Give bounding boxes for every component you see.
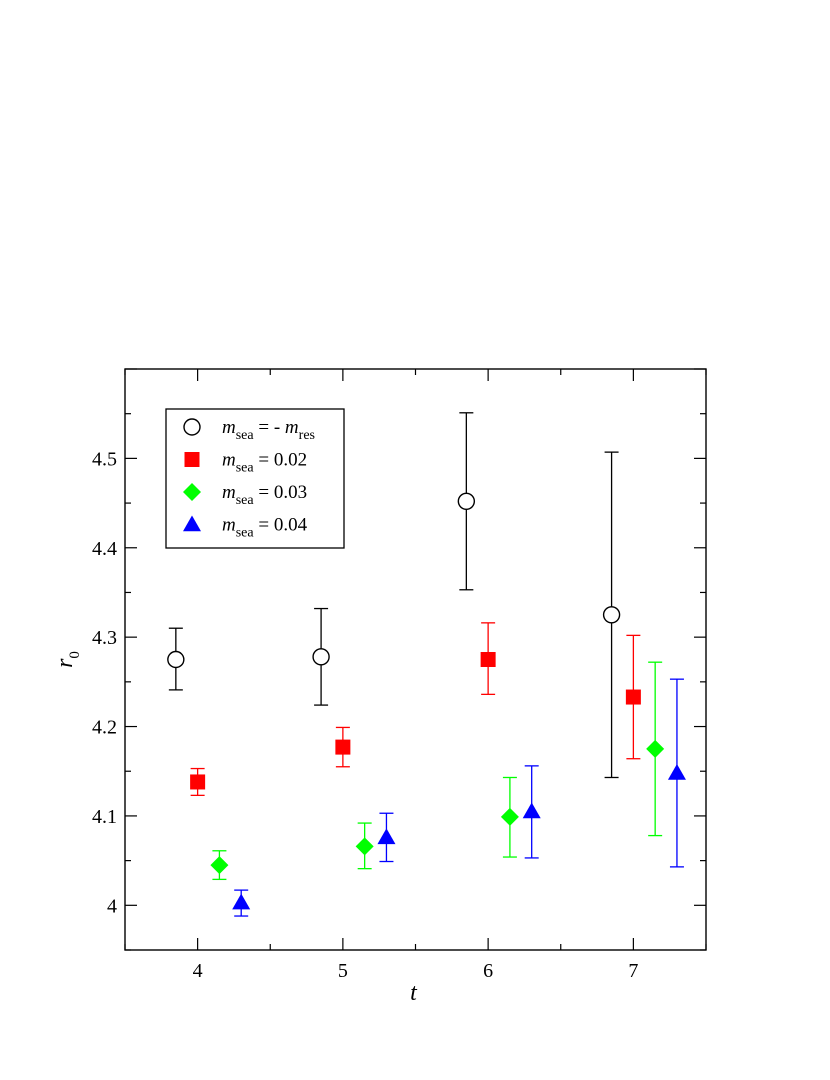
y-axis-title-main: r [52,658,78,668]
data-point [602,606,621,624]
legend-entry: msea = 0.03 [222,482,307,508]
data-point [500,807,519,826]
data-point [190,774,206,790]
y-tick-label: 4 [107,895,117,917]
legend-entry: msea = 0.02 [222,450,307,476]
legend-subscript: sea [236,493,255,508]
x-tick-label: 6 [483,960,493,982]
data-point [480,652,496,667]
y-tick-label: 4.1 [92,806,117,828]
marker-bg [458,493,475,510]
series-1 [167,412,621,779]
x-tick-label: 5 [338,960,348,982]
legend-text-part: = 0.03 [254,482,307,503]
legend-entry: msea = 0.04 [222,515,308,541]
legend-subscript: sea [236,526,255,541]
series-3 [210,661,665,881]
series-group [167,412,686,917]
legend-subscript: res [299,428,315,443]
data-point [355,837,374,856]
legend-marker [183,483,201,501]
data-point [522,802,541,819]
legend-text-part: = 0.02 [254,450,307,471]
legend-text-part: m [285,417,299,438]
legend-subscript: sea [236,428,255,443]
legend-marker [183,418,201,436]
legend-marker [183,515,201,532]
x-tick-label: 4 [193,960,203,982]
data-point [312,648,330,666]
marker-bg [167,651,184,668]
y-tick-label: 4.2 [92,717,117,739]
data-point [625,689,641,705]
legend-entry: msea = - mres [222,417,315,443]
legend-marker [184,452,200,467]
legend-text-part: m [222,482,236,503]
data-point [210,856,229,875]
axes-group: 4 5 6 7 4 4.1 4.2 4.3 4.4 4.5 t r0 [52,368,707,1006]
data-point [167,650,185,669]
data-point [457,492,476,510]
series-2 [190,622,641,797]
data-point [667,764,686,780]
x-axis-title: t [410,980,418,1006]
data-point [335,739,351,755]
y-axis-title-sub: 0 [67,651,83,659]
legend-text-part: = - [254,417,285,438]
y-tick-label: 4.3 [92,627,117,649]
marker-bg [313,648,330,665]
y-tick-label: 4.4 [92,538,117,560]
data-point [377,828,396,845]
legend-text-part: = 0.04 [254,515,308,536]
x-tick-label: 7 [628,960,638,982]
series-4 [232,678,686,917]
marker-bg [603,606,620,623]
data-point [232,893,251,910]
y-axis-title: r0 [52,651,83,668]
legend-text-part: m [222,515,236,536]
legend-subscript: sea [236,461,255,476]
legend-text-part: m [222,417,236,438]
y-tick-label: 4.5 [92,448,117,470]
data-point [646,739,665,758]
legend-text-part: m [222,450,236,471]
